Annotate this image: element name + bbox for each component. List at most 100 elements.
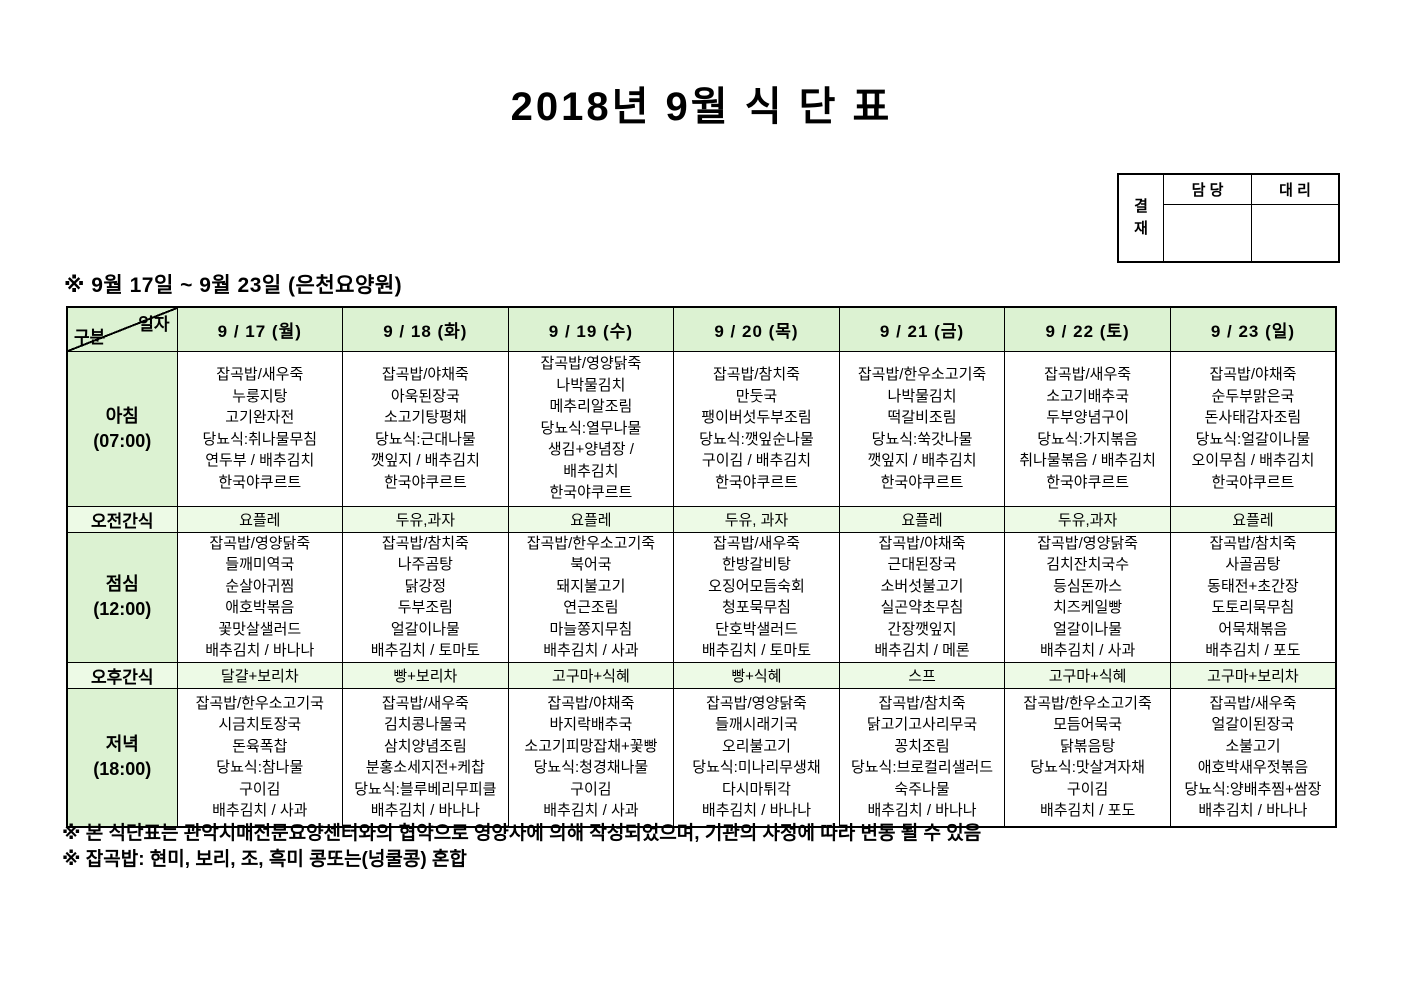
menu-item: 돈사태감자조림 xyxy=(1204,409,1302,426)
menu-item: 잡곡밥/야채죽 xyxy=(1209,366,1297,383)
menu-item: 한국야쿠르트 xyxy=(715,473,798,491)
menu-item: 근대된장국 xyxy=(887,556,957,573)
meal-row: 점심 (12:00) 잡곡밥/영양닭죽 들깨미역국 순살아귀찜 애호박볶음 꽃맛살샐러드 배추… xyxy=(66,531,1337,663)
row-label-time: (18:00) xyxy=(93,759,152,780)
menu-item: 다시마튀각 xyxy=(721,780,791,798)
snack-cell-day-4: 빵+식혜 xyxy=(673,661,840,689)
row-label-time: (07:00) xyxy=(93,430,152,451)
menu-item: 취나물볶음 / 배추김치 xyxy=(1019,452,1156,469)
menu-item: 도토리묵무침 xyxy=(1211,599,1295,616)
menu-cell-day-1: 잡곡밥/영양닭죽 들깨미역국 순살아귀찜 애호박볶음 꽃맛살샐러드 배추김치 / 바나나 xyxy=(176,531,344,663)
menu-item: 당뇨식:브로컬리샐러드 xyxy=(850,759,994,777)
menu-item: 배추김치 / 토마토 xyxy=(701,642,812,659)
date-header-7: 9 / 23 (일) xyxy=(1169,306,1337,352)
menu-item: 동태전+초간장 xyxy=(1207,577,1299,595)
header-row: 일자 구분 9 / 17 (월) 9 / 18 (화) 9 / 19 (수) 9 / 20… xyxy=(66,306,1337,352)
menu-item: 간장깻잎지 xyxy=(887,620,957,638)
menu-table-head: 일자 구분 9 / 17 (월) 9 / 18 (화) 9 / 19 (수) 9 / 20… xyxy=(66,306,1337,352)
menu-cell-day-5: 잡곡밥/야채죽 근대된장국 소버섯불고기 실곤약초무침 간장깻잎지 배추김치 / 메론 xyxy=(838,531,1006,663)
row-label: 아침 (07:00) xyxy=(66,350,178,507)
menu-item: 누룽지탕 xyxy=(232,387,288,405)
footer-note-1: ※ 본 식단표는 관악치매전문요양센터와의 협약으로 영양사에 의해 작성되었으… xyxy=(62,823,982,844)
menu-item: 한방갈비탕 xyxy=(721,556,791,573)
menu-item: 당뇨식:참나물 xyxy=(216,759,304,777)
menu-item: 돈육폭찹 xyxy=(232,737,288,755)
menu-item: 한국야쿠르트 xyxy=(218,473,302,491)
snack-row: 오전간식 요플레 두유,과자 요플레 두유, 과자 요플레 두유,과자 요플레 xyxy=(66,505,1337,533)
menu-cell-day-6: 잡곡밥/영양닭죽 김치잔치국수 등심돈까스 치즈케일빵 얼갈이나물 배추김치 / 사과 xyxy=(1004,531,1171,663)
menu-item: 당뇨식:양배추찜+쌈장 xyxy=(1184,780,1322,798)
menu-item: 단호박샐러드 xyxy=(715,620,798,638)
snack-cell-day-4: 두유, 과자 xyxy=(673,505,840,533)
menu-item: 잡곡밥/참치죽 xyxy=(878,694,966,712)
menu-item: 들깨시래기국 xyxy=(715,716,798,734)
menu-item: 깻잎지 / 배추김치 xyxy=(867,452,977,469)
row-label: 오전간식 xyxy=(66,505,178,533)
menu-item: 당뇨식:맛살겨자채 xyxy=(1030,759,1145,777)
menu-item: 잡곡밥/한우소고기국 xyxy=(195,694,324,712)
menu-item: 숙주나물 xyxy=(894,780,950,798)
menu-table: 일자 구분 9 / 17 (월) 9 / 18 (화) 9 / 19 (수) 9 / 20… xyxy=(66,306,1337,828)
menu-item: 배추김치 xyxy=(563,462,619,480)
corner-label-date: 일자 xyxy=(138,315,170,334)
snack-cell-day-6: 두유,과자 xyxy=(1004,505,1171,533)
snack-cell-day-2: 두유,과자 xyxy=(342,505,509,533)
menu-item: 한국야쿠르트 xyxy=(1211,473,1295,491)
menu-item: 잡곡밥/한우소고기죽 xyxy=(1023,694,1152,712)
menu-item: 어묵채볶음 xyxy=(1218,620,1288,638)
menu-item: 닭볶음탕 xyxy=(1059,737,1116,755)
menu-item: 배추김치 / 바나나 xyxy=(701,802,812,820)
menu-item: 만둣국 xyxy=(735,387,778,405)
menu-item: 생김+양념장 / xyxy=(547,441,634,459)
snack-cell-day-1: 달걀+보리차 xyxy=(176,661,344,689)
menu-item: 떡갈비조림 xyxy=(887,409,957,426)
menu-item: 배추김치 / 바나나 xyxy=(867,802,977,820)
row-label: 저녁 (18:00) xyxy=(66,687,178,828)
menu-item: 두부조림 xyxy=(397,599,453,616)
menu-cell-day-1: 잡곡밥/한우소고기국 시금치토장국 돈육폭찹 당뇨식:참나물 구이김 배추김치 / 사과 xyxy=(176,687,344,828)
date-header-3: 9 / 19 (수) xyxy=(507,306,675,352)
menu-item: 순살아귀찜 xyxy=(225,577,295,595)
snack-cell-day-7: 요플레 xyxy=(1169,505,1337,533)
menu-item: 소고기배추국 xyxy=(1046,387,1129,405)
menu-cell-day-5: 잡곡밥/한우소고기죽 나박물김치 떡갈비조림 당뇨식:쑥갓나물 깻잎지 / 배추김치 한국… xyxy=(838,350,1006,507)
date-header-2: 9 / 18 (화) xyxy=(342,306,509,352)
menu-item: 당뇨식:쑥갓나물 xyxy=(871,430,973,448)
menu-cell-day-2: 잡곡밥/참치죽 나주곰탕 닭강정 두부조림 얼갈이나물 배추김치 / 토마토 xyxy=(342,531,509,663)
menu-item: 연두부 / 배추김치 xyxy=(205,452,315,469)
menu-item: 깻잎지 / 배추김치 xyxy=(370,452,480,469)
menu-item: 바지락배추국 xyxy=(549,716,633,734)
menu-item: 당뇨식:열무나물 xyxy=(540,419,642,437)
menu-item: 북어국 xyxy=(570,556,612,573)
menu-item: 등심돈까스 xyxy=(1053,577,1123,595)
menu-item: 얼갈이된장국 xyxy=(1211,716,1295,734)
menu-item: 당뇨식:블루베리무피클 xyxy=(354,780,497,798)
snack-cell-day-5: 요플레 xyxy=(838,505,1006,533)
menu-item: 연근조림 xyxy=(563,599,619,616)
menu-item: 잡곡밥/야채죽 xyxy=(547,694,635,712)
menu-item: 잡곡밥/영양닭죽 xyxy=(540,355,642,373)
menu-item: 메추리알조림 xyxy=(549,398,633,416)
menu-item: 잡곡밥/영양닭죽 xyxy=(209,534,311,552)
date-header-6: 9 / 22 (토) xyxy=(1004,306,1171,352)
footer-note-2: ※ 잡곡밥: 현미, 보리, 조, 흑미 콩또는(넝쿨콩) 혼합 xyxy=(62,849,467,870)
approval-manager-header: 담 당 xyxy=(1164,175,1251,205)
meal-row: 아침 (07:00) 잡곡밥/새우죽 누룽지탕 고기완자전 당뇨식:취나물무침 연두부 / … xyxy=(66,350,1337,507)
menu-item: 당뇨식:가지볶음 xyxy=(1037,430,1138,448)
menu-item: 배추김치 / 사과 xyxy=(543,802,639,820)
menu-item: 닭강정 xyxy=(404,577,447,595)
menu-item: 배추김치 / 바나나 xyxy=(1198,802,1308,820)
menu-item: 잡곡밥/새우죽 xyxy=(1209,694,1297,712)
menu-item: 당뇨식:청경채나물 xyxy=(533,759,649,777)
menu-item: 당뇨식:얼갈이나물 xyxy=(1195,430,1311,448)
snack-cell-day-3: 요플레 xyxy=(507,505,675,533)
menu-cell-day-1: 잡곡밥/새우죽 누룽지탕 고기완자전 당뇨식:취나물무침 연두부 / 배추김치 한국야쿠르… xyxy=(176,350,344,507)
menu-item: 들깨미역국 xyxy=(225,556,295,573)
approval-side-label: 결 재 xyxy=(1119,175,1164,261)
corner-label-type: 구분 xyxy=(74,327,106,347)
menu-item: 구이김 xyxy=(570,780,612,798)
row-label: 오후간식 xyxy=(66,661,178,689)
menu-item: 한국야쿠르트 xyxy=(549,484,633,502)
snack-cell-day-2: 빵+보리차 xyxy=(342,661,509,689)
menu-cell-day-3: 잡곡밥/야채죽 바지락배추국 소고기피망잡채+꽃빵 당뇨식:청경채나물 구이김 배추김치 … xyxy=(507,687,675,828)
